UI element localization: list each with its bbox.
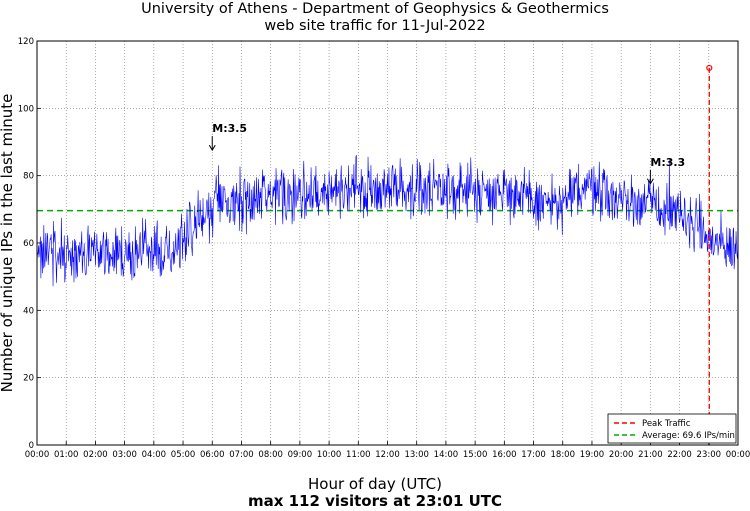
earthquake-annotation-label: M:3.3 xyxy=(650,156,685,169)
annotation-arrow-head xyxy=(646,178,654,185)
chart-title-line-1: University of Athens - Department of Geo… xyxy=(141,1,609,17)
x-tick-label: 10:00 xyxy=(317,450,342,460)
x-tick-label: 16:00 xyxy=(492,450,517,460)
earthquake-annotation-label: M:3.5 xyxy=(212,122,247,135)
x-tick-label: 03:00 xyxy=(112,450,137,460)
x-tick-label: 23:00 xyxy=(697,450,722,460)
x-tick-label: 12:00 xyxy=(375,450,400,460)
x-tick-label: 00:00 xyxy=(726,450,750,460)
annotation-arrow-head xyxy=(208,144,216,152)
x-tick-label: 20:00 xyxy=(609,450,634,460)
x-tick-label: 21:00 xyxy=(638,450,663,460)
chart-subtitle-peak: max 112 visitors at 23:01 UTC xyxy=(248,492,502,510)
x-tick-label: 11:00 xyxy=(346,450,371,460)
x-tick-label: 18:00 xyxy=(551,450,576,460)
legend: Peak Traffic Average: 69.6 IPs/min xyxy=(607,413,737,444)
x-tick-label: 01:00 xyxy=(54,450,79,460)
x-tick-label: 13:00 xyxy=(404,450,429,460)
y-tick-label: 0 xyxy=(29,441,34,451)
y-axis-label: Number of unique IPs in the last minute xyxy=(0,94,16,393)
x-tick-label: 08:00 xyxy=(258,450,283,460)
legend-average-label: Average: 69.6 IPs/min xyxy=(642,431,735,441)
x-tick-label: 05:00 xyxy=(171,450,196,460)
chart-title-line-2: web site traffic for 11-Jul-2022 xyxy=(264,18,485,34)
y-tick-label: 40 xyxy=(23,306,34,316)
x-tick-label: 09:00 xyxy=(288,450,313,460)
y-tick-label: 80 xyxy=(23,172,34,182)
legend-box xyxy=(607,413,737,444)
traffic-series-line xyxy=(36,155,739,287)
x-tick-label: 02:00 xyxy=(83,450,108,460)
x-tick-label: 22:00 xyxy=(667,450,692,460)
x-tick-label: 06:00 xyxy=(200,450,225,460)
x-tick-label: 07:00 xyxy=(229,450,254,460)
peak-marker xyxy=(706,64,713,72)
y-tick-label: 20 xyxy=(23,374,34,384)
x-tick-label: 14:00 xyxy=(434,450,459,460)
x-axis-label: Hour of day (UTC) xyxy=(308,475,442,493)
x-tick-label: 19:00 xyxy=(580,450,605,460)
x-tick-label: 17:00 xyxy=(521,450,546,460)
x-tick-label: 04:00 xyxy=(142,450,167,460)
y-tick-label: 100 xyxy=(18,104,34,114)
y-tick-label: 60 xyxy=(23,239,34,249)
x-tick-label: 15:00 xyxy=(463,450,488,460)
y-tick-label: 120 xyxy=(18,37,34,47)
legend-peak-label: Peak Traffic xyxy=(642,419,691,429)
x-tick-label: 00:00 xyxy=(25,450,50,460)
